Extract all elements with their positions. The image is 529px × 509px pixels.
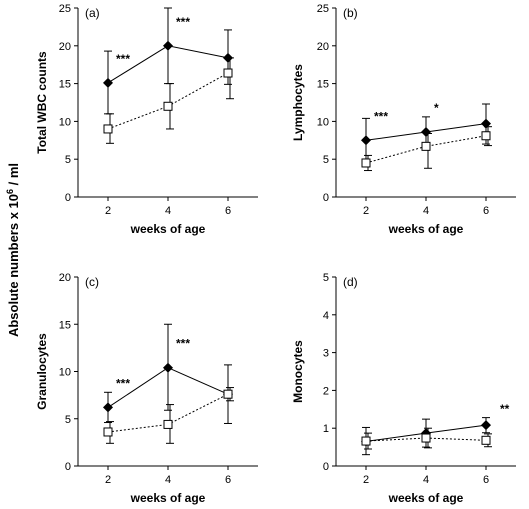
y-axis-label: Total WBC counts	[35, 51, 49, 154]
data-point-square	[163, 101, 173, 111]
panel-c: 0 5 10 15 20 2 4 6 (c) weeks of age Granulocytes **…	[35, 272, 258, 505]
data-point-square	[481, 435, 491, 445]
data-point-square	[223, 389, 233, 399]
data-point-diamond	[421, 126, 431, 137]
y-tick-label: 2	[323, 385, 329, 397]
y-tick-label: 0	[323, 461, 329, 473]
significance-label: ***	[176, 15, 190, 29]
data-point-diamond	[103, 402, 113, 413]
panel-label: (d)	[343, 275, 358, 289]
data-point-diamond	[103, 77, 113, 88]
x-tick-label: 6	[483, 205, 489, 217]
data-point-diamond	[163, 40, 173, 51]
data-point-square	[421, 141, 431, 151]
data-point-square	[163, 419, 173, 429]
x-tick-label: 2	[105, 205, 111, 217]
data-point-diamond	[361, 135, 371, 146]
x-axis-label: weeks of age	[130, 491, 206, 505]
y-axis-label: Granulocytes	[35, 333, 49, 410]
y-tick-label: 10	[59, 367, 71, 379]
data-point-diamond	[481, 118, 491, 129]
x-axis-label: weeks of age	[388, 491, 464, 505]
data-point-square	[361, 158, 371, 168]
x-tick-label: 4	[423, 205, 429, 217]
y-tick-label: 15	[59, 319, 71, 331]
y-tick-label: 25	[317, 3, 329, 15]
x-tick-label: 4	[423, 474, 429, 486]
y-tick-label: 15	[59, 79, 71, 91]
significance-label: *	[434, 101, 439, 115]
panel-d: 0 1 2 3 4 5 2 4 6 (d) weeks of age Monocytes **	[291, 272, 516, 505]
significance-label: ***	[374, 109, 388, 123]
x-tick-label: 6	[483, 474, 489, 486]
y-axis-label: Lymphocytes	[291, 64, 305, 141]
panel-b: 0 5 10 15 20 25 2 4 6 (b) weeks of age Lymphocytes *…	[291, 3, 516, 236]
panel-a: 0 5 10 15 20 25 2 4 6 (a) weeks of age Total WBC co…	[35, 3, 258, 236]
x-tick-label: 2	[363, 474, 369, 486]
y-tick-label: 10	[317, 116, 329, 128]
panel-label: (b)	[343, 6, 358, 20]
x-tick-label: 4	[165, 205, 171, 217]
y-tick-label: 5	[323, 154, 329, 166]
panel-label: (a)	[85, 6, 100, 20]
shared-y-axis-label: Absolute numbers x 106 / ml	[5, 163, 21, 337]
data-point-square	[421, 433, 431, 443]
panel-label: (c)	[85, 275, 99, 289]
y-tick-label: 5	[65, 154, 71, 166]
x-tick-label: 6	[225, 205, 231, 217]
x-axis-label: weeks of age	[388, 222, 464, 236]
x-tick-label: 2	[105, 474, 111, 486]
y-tick-label: 20	[59, 272, 71, 284]
y-axis-label: Monocytes	[291, 340, 305, 403]
data-point-square	[103, 427, 113, 437]
x-tick-label: 2	[363, 205, 369, 217]
y-tick-label: 5	[65, 414, 71, 426]
y-tick-label: 20	[317, 41, 329, 53]
y-tick-label: 0	[65, 192, 71, 204]
data-point-diamond	[223, 52, 233, 63]
series-line-1	[365, 135, 487, 164]
x-tick-label: 4	[165, 474, 171, 486]
y-tick-label: 10	[59, 116, 71, 128]
y-tick-label: 0	[65, 461, 71, 473]
x-tick-label: 6	[225, 474, 231, 486]
y-tick-label: 1	[323, 423, 329, 435]
significance-label: ***	[116, 52, 130, 66]
data-point-square	[103, 124, 113, 134]
y-tick-label: 4	[323, 310, 329, 322]
significance-label: **	[500, 402, 510, 416]
data-point-diamond	[481, 420, 491, 431]
data-point-square	[223, 68, 233, 78]
y-tick-label: 15	[317, 79, 329, 91]
y-tick-label: 0	[323, 192, 329, 204]
data-point-diamond	[163, 362, 173, 373]
y-tick-label: 25	[59, 3, 71, 15]
y-tick-label: 3	[323, 348, 329, 360]
significance-label: ***	[176, 337, 190, 351]
y-tick-label: 5	[323, 272, 329, 284]
data-point-square	[361, 436, 371, 446]
x-axis-label: weeks of age	[130, 222, 206, 236]
data-point-square	[481, 131, 491, 141]
y-tick-label: 20	[59, 41, 71, 53]
significance-label: ***	[116, 376, 130, 390]
